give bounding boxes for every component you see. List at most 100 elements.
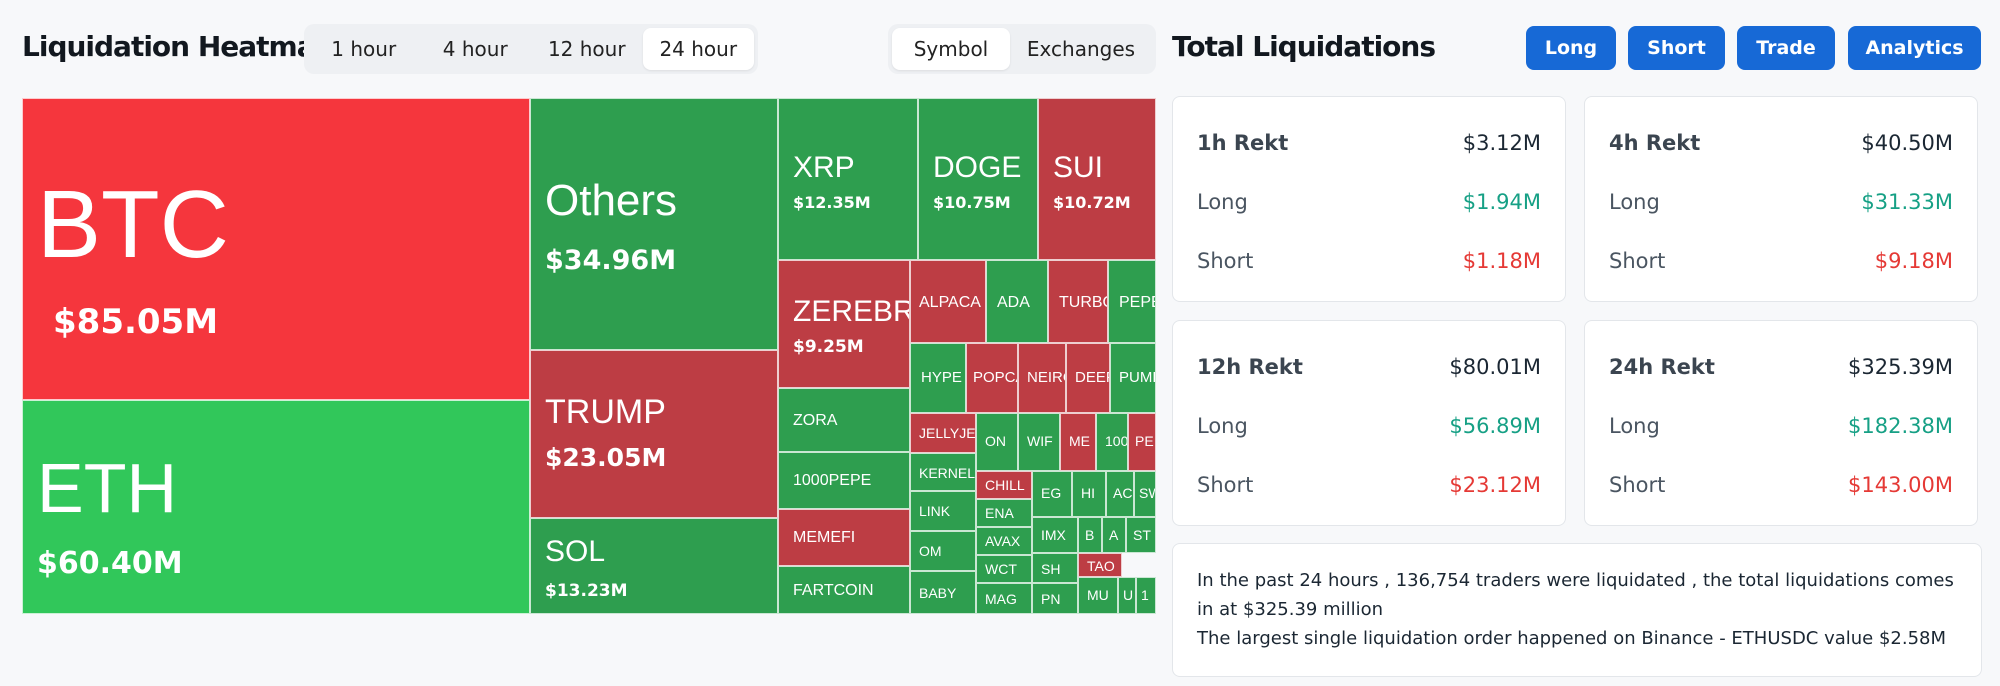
- heatmap-tile-xrp[interactable]: XRP $12.35M: [778, 98, 918, 260]
- short-label: Short: [1197, 249, 1254, 273]
- long-value: $1.94M: [1462, 190, 1541, 214]
- analytics-button[interactable]: Analytics: [1848, 26, 1981, 70]
- heatmap-tile-sol[interactable]: SOL $13.23M: [530, 518, 778, 614]
- heatmap-tile-fartcoin[interactable]: FARTCOIN: [778, 566, 910, 614]
- liquidation-heatmap: BTC $85.05M ETH $60.40M Others $34.96M TRUMP $2…: [22, 98, 1156, 614]
- long-value: $56.89M: [1449, 414, 1541, 438]
- tile-symbol: CHILL: [985, 477, 1025, 493]
- heatmap-tile-tao[interactable]: TAO: [1078, 553, 1122, 577]
- heatmap-tile-alpaca[interactable]: ALPACA: [910, 260, 986, 343]
- heatmap-tile-doge[interactable]: DOGE $10.75M: [918, 98, 1038, 260]
- tab-symbol[interactable]: Symbol: [892, 28, 1010, 70]
- heatmap-tile-neiro[interactable]: NEIRO: [1018, 343, 1066, 413]
- heatmap-tile-hi[interactable]: HI: [1072, 471, 1106, 517]
- tile-symbol: JELLYJELLY: [919, 425, 976, 441]
- heatmap-tile-sui[interactable]: SUI $10.72M: [1038, 98, 1156, 260]
- heatmap-tile-u[interactable]: U: [1118, 577, 1136, 614]
- heatmap-tile-baby[interactable]: BABY: [910, 571, 976, 614]
- tile-symbol: PUMP: [1119, 369, 1155, 386]
- tile-symbol: MEMEFI: [793, 529, 856, 546]
- tile-symbol: ME: [1069, 433, 1090, 449]
- heatmap-tile-ena[interactable]: ENA: [976, 499, 1032, 527]
- short-value: $23.12M: [1449, 473, 1541, 497]
- heatmap-tile-ada[interactable]: ADA: [986, 260, 1048, 343]
- heatmap-tile-1000[interactable]: 1000: [1096, 413, 1128, 471]
- rekt-card-24h: 24h Rekt $325.39M Long $182.38M Short $143.…: [1584, 320, 1978, 526]
- tile-value: $10.75M: [933, 193, 1011, 212]
- heatmap-tile-me[interactable]: ME: [1060, 413, 1096, 471]
- tab-4-hour[interactable]: 4 hour: [442, 37, 508, 61]
- tile-symbol: A: [1109, 527, 1119, 543]
- heatmap-tile-pe[interactable]: PE: [1128, 413, 1156, 471]
- tile-symbol: SH: [1041, 561, 1061, 577]
- heatmap-tile-sh[interactable]: SH: [1032, 553, 1078, 583]
- heatmap-tile-pn[interactable]: PN: [1032, 583, 1078, 614]
- heatmap-tile-eth[interactable]: ETH $60.40M: [22, 400, 530, 614]
- long-value: $31.33M: [1861, 190, 1953, 214]
- heatmap-tile-wif[interactable]: WIF: [1018, 413, 1060, 471]
- heatmap-tile-b[interactable]: B: [1078, 517, 1102, 553]
- heatmap-tile-pump[interactable]: PUMP: [1110, 343, 1156, 413]
- summary-line-1: In the past 24 hours , 136,754 traders w…: [1197, 570, 1954, 620]
- tile-symbol: U: [1123, 587, 1134, 603]
- heatmap-tile-zerebro[interactable]: ZEREBRO $9.25M: [778, 260, 910, 388]
- short-value: $143.00M: [1848, 473, 1953, 497]
- heatmap-tile-chill[interactable]: CHILL: [976, 471, 1032, 499]
- tile-symbol: WCT: [985, 561, 1017, 577]
- tile-symbol: HI: [1081, 485, 1095, 501]
- heatmap-tile-btc[interactable]: BTC $85.05M: [22, 98, 530, 400]
- heatmap-tile-avax[interactable]: AVAX: [976, 527, 1032, 555]
- heatmap-tile-imx[interactable]: IMX: [1032, 517, 1078, 553]
- tile-symbol: TURBO: [1059, 294, 1107, 311]
- heatmap-tile-sw[interactable]: SW: [1134, 471, 1156, 517]
- tile-symbol: Others: [545, 176, 678, 225]
- heatmap-tile-wct[interactable]: WCT: [976, 555, 1032, 583]
- short-value: $9.18M: [1874, 249, 1953, 273]
- tile-symbol: ZORA: [793, 412, 838, 429]
- tab-12-hour[interactable]: 12 hour: [547, 37, 626, 61]
- tile-symbol: TAO: [1087, 558, 1115, 574]
- heatmap-tile-1000pepe[interactable]: 1000PEPE: [778, 452, 910, 509]
- heatmap-tile-ac[interactable]: AC: [1106, 471, 1134, 517]
- heatmap-tile-trump[interactable]: TRUMP $23.05M: [530, 350, 778, 518]
- heatmap-tile-1[interactable]: 1: [1136, 577, 1156, 614]
- tile-symbol: ENA: [985, 505, 1014, 521]
- heatmap-tile-a[interactable]: A: [1102, 517, 1126, 553]
- tab-24-hour[interactable]: 24 hour: [642, 28, 754, 70]
- tile-symbol: KERNEL: [919, 465, 976, 481]
- tile-value: $34.96M: [545, 245, 677, 276]
- tab-1-hour[interactable]: 1 hour: [331, 37, 397, 61]
- heatmap-tile-on[interactable]: ON: [976, 413, 1018, 471]
- heatmap-tile-mag[interactable]: MAG: [976, 583, 1032, 614]
- heatmap-tile-link[interactable]: LINK: [910, 491, 976, 531]
- heatmap-tile-zora[interactable]: ZORA: [778, 388, 910, 452]
- tile-symbol: OM: [919, 543, 942, 559]
- tile-symbol: ETH: [37, 449, 177, 527]
- long-button[interactable]: Long: [1526, 26, 1616, 70]
- tile-symbol: ADA: [997, 294, 1030, 311]
- tile-symbol: HYPE: [921, 369, 962, 386]
- heatmap-tile-om[interactable]: OM: [910, 531, 976, 571]
- trade-button[interactable]: Trade: [1737, 26, 1835, 70]
- heatmap-tile-pepe[interactable]: PEPE: [1108, 260, 1156, 343]
- heatmap-tile-others[interactable]: Others $34.96M: [530, 98, 778, 350]
- heatmap-tile-memefi[interactable]: MEMEFI: [778, 509, 910, 566]
- heatmap-tile-mu[interactable]: MU: [1078, 577, 1118, 614]
- card-total: $40.50M: [1861, 131, 1953, 155]
- heatmap-tile-eg[interactable]: EG: [1032, 471, 1072, 517]
- short-button[interactable]: Short: [1628, 26, 1725, 70]
- tile-symbol: LINK: [919, 503, 951, 519]
- heatmap-tile-jellyjelly[interactable]: JELLYJELLY: [910, 413, 976, 453]
- tile-symbol: ALPACA: [919, 294, 981, 311]
- heatmap-tile-turbo[interactable]: TURBO: [1048, 260, 1108, 343]
- heatmap-tile-hype[interactable]: HYPE: [910, 343, 966, 413]
- tile-symbol: NEIRO: [1027, 369, 1065, 386]
- tab-exchanges[interactable]: Exchanges: [1026, 37, 1136, 61]
- liquidation-summary: In the past 24 hours , 136,754 traders w…: [1172, 543, 1982, 677]
- heatmap-tile-kernel[interactable]: KERNEL: [910, 453, 976, 491]
- heatmap-tile-popcat[interactable]: POPCAT: [966, 343, 1018, 413]
- tile-value: $9.25M: [793, 337, 864, 357]
- heatmap-tile-st[interactable]: ST: [1126, 517, 1156, 553]
